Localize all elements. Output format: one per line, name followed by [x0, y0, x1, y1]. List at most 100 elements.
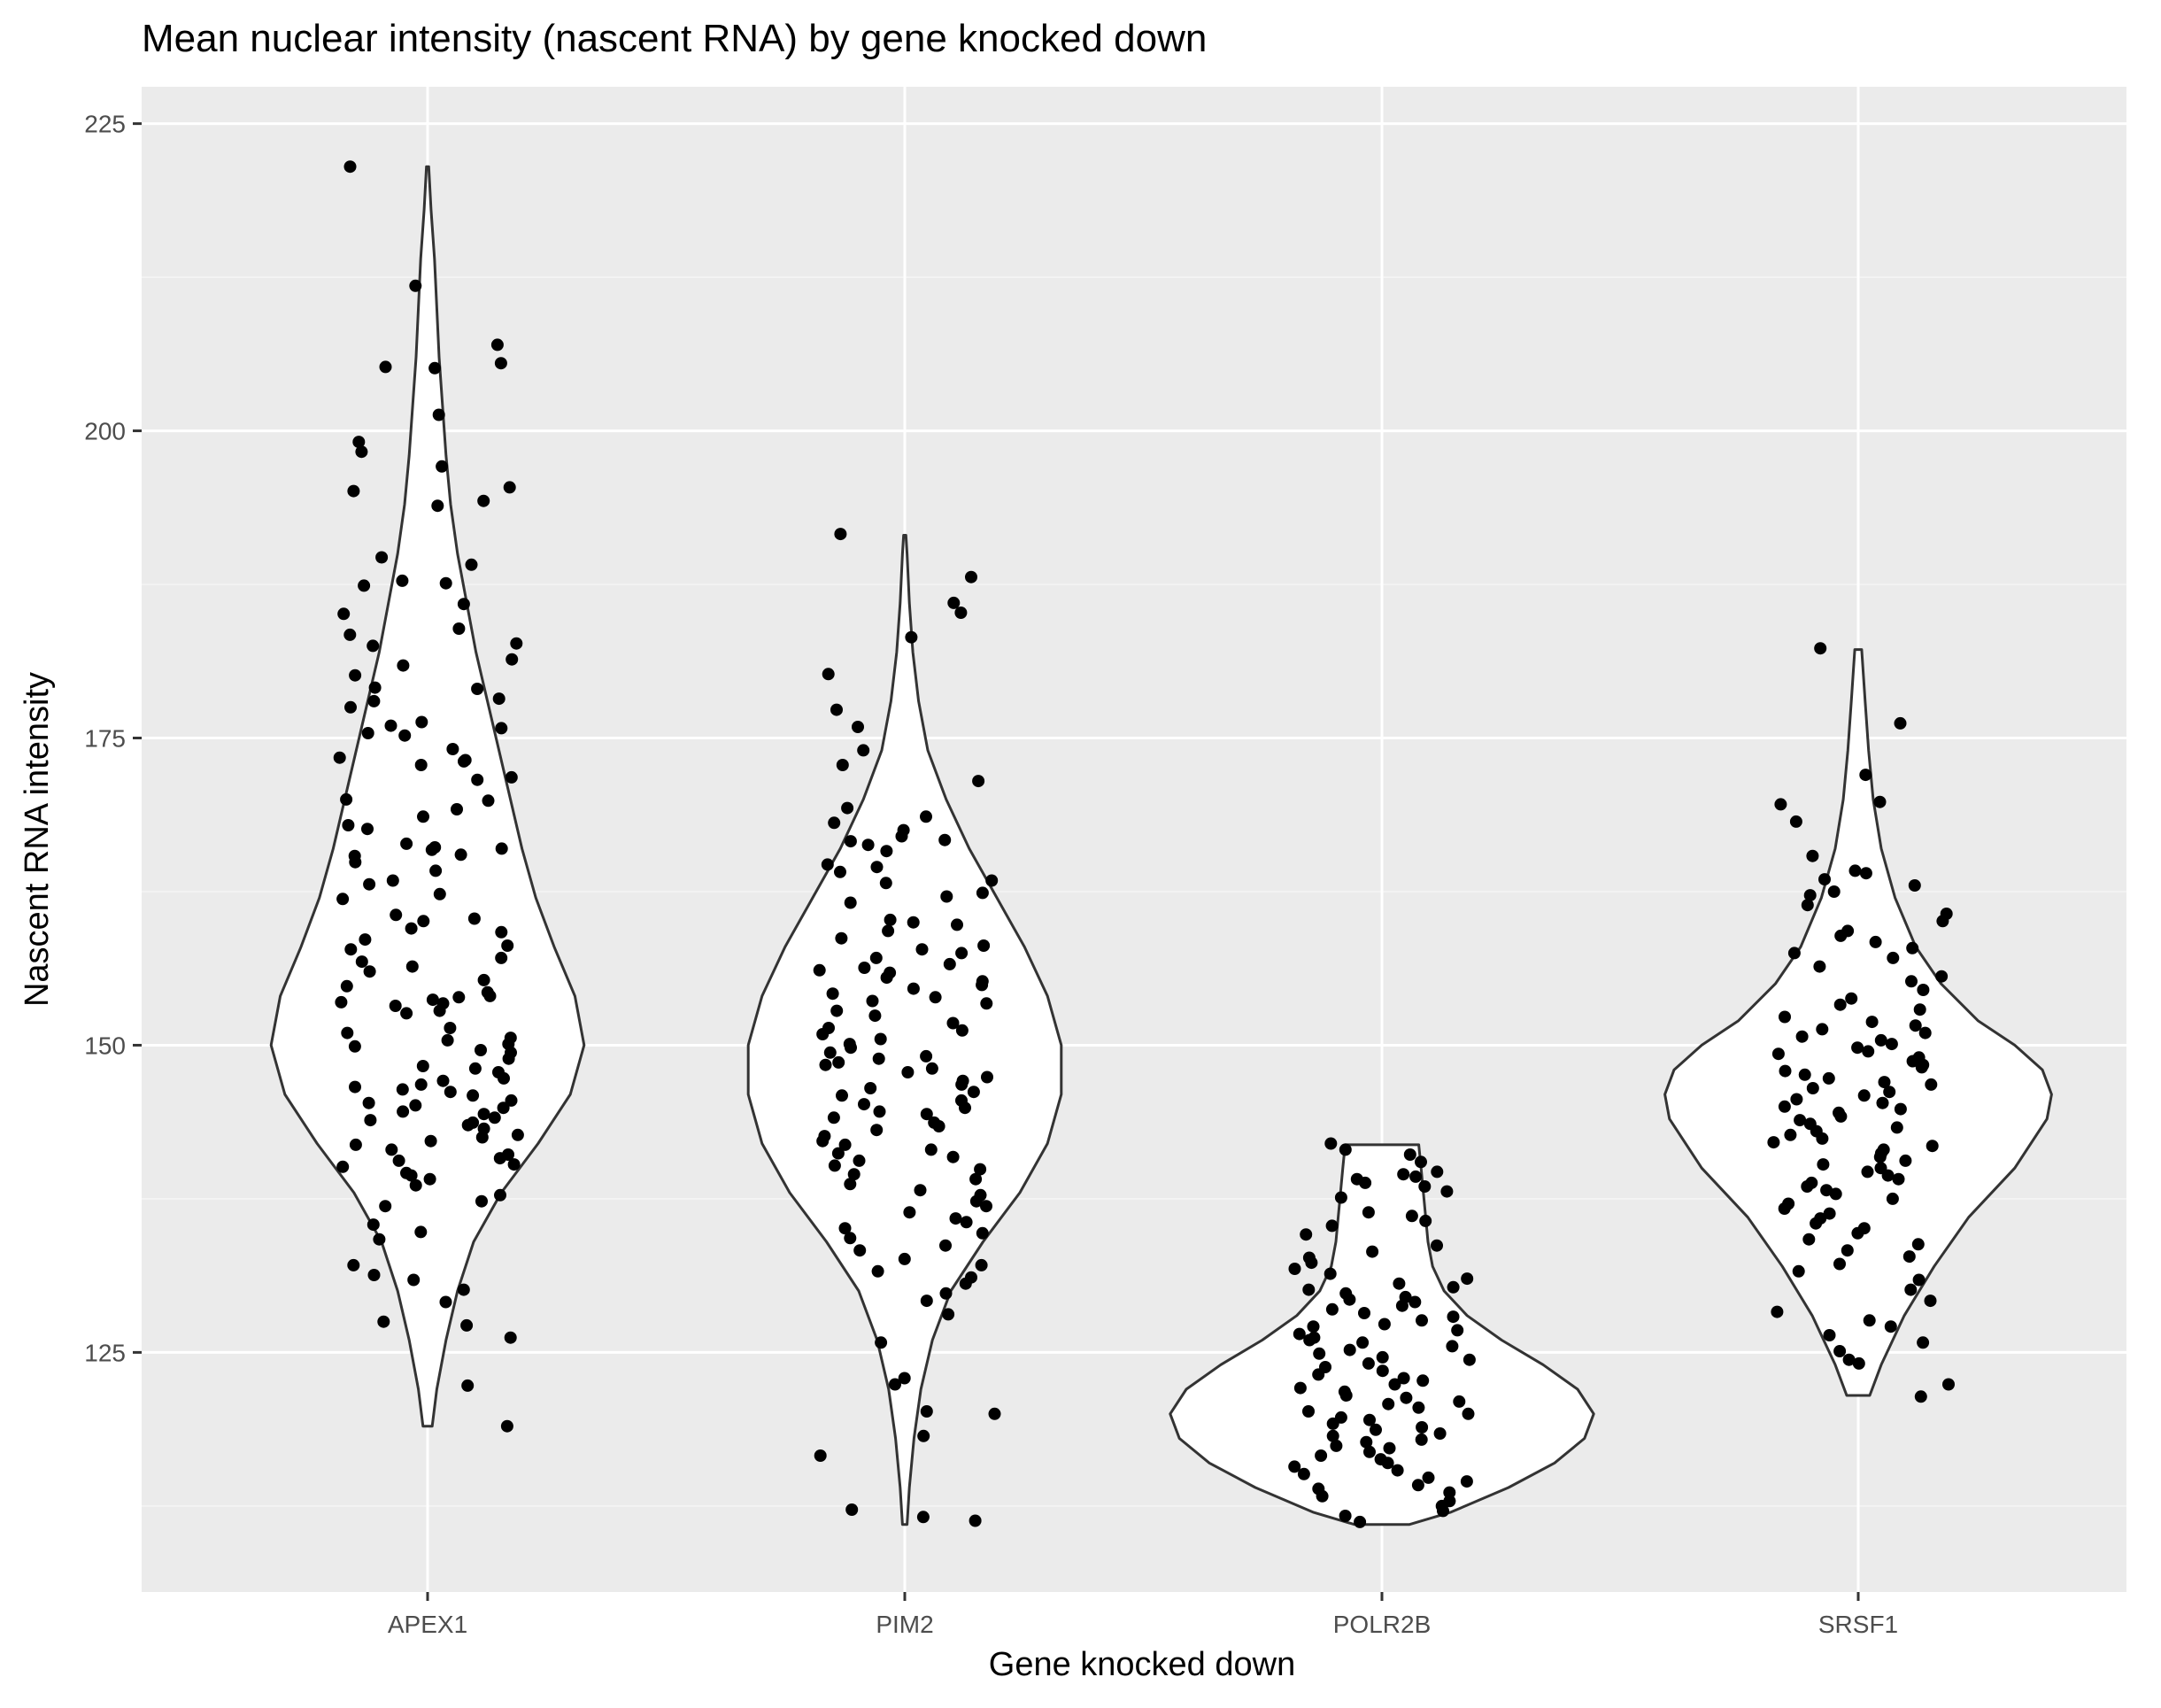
data-point [1829, 1187, 1842, 1201]
data-point [1789, 815, 1802, 828]
data-point [367, 639, 380, 653]
y-tick-label: 225 [84, 111, 126, 138]
data-point [384, 719, 397, 732]
data-point [844, 896, 857, 909]
data-point [1315, 1449, 1328, 1462]
data-point [929, 991, 942, 1004]
data-point [870, 861, 884, 874]
data-point [920, 1405, 933, 1418]
data-point [482, 794, 495, 808]
data-point [864, 1082, 877, 1094]
data-point [901, 1066, 915, 1078]
data-point [976, 886, 989, 900]
data-point [898, 1372, 911, 1385]
data-point [390, 908, 403, 922]
data-point [949, 1212, 962, 1225]
data-point [1303, 1333, 1316, 1347]
data-point [367, 1269, 381, 1281]
x-tick-label: POLR2B [1333, 1611, 1432, 1638]
data-point [870, 1124, 884, 1137]
data-point [1288, 1460, 1301, 1473]
data-point [1288, 1263, 1301, 1275]
data-point [1806, 849, 1819, 862]
data-point [916, 1511, 930, 1524]
x-tick-label: SRSF1 [1818, 1611, 1898, 1638]
data-point [898, 1252, 911, 1265]
data-point [361, 823, 374, 836]
data-point [1859, 769, 1872, 782]
data-point [1905, 975, 1918, 988]
data-point [417, 810, 429, 823]
data-point [905, 630, 918, 644]
x-tick-label: PIM2 [876, 1611, 933, 1638]
data-point [903, 1206, 916, 1219]
data-point [866, 994, 879, 1008]
y-axis: 125 150 175 200 225 [84, 111, 142, 1366]
data-point [361, 727, 374, 739]
data-point [423, 1172, 436, 1186]
jitter-points [333, 160, 1955, 1528]
data-point [436, 460, 449, 473]
data-point [1833, 998, 1847, 1011]
data-point [869, 951, 883, 964]
data-point [969, 1514, 982, 1527]
data-point [1881, 1169, 1895, 1182]
data-point [920, 810, 932, 823]
data-point [343, 628, 357, 641]
data-point [488, 1111, 501, 1124]
data-point [1443, 1486, 1456, 1499]
data-point [1391, 1464, 1404, 1477]
data-point [352, 436, 366, 449]
data-point [505, 770, 518, 784]
data-point [1894, 1102, 1907, 1116]
data-point [1366, 1245, 1379, 1258]
data-point [349, 855, 362, 869]
data-point [914, 1184, 927, 1197]
data-point [861, 839, 875, 852]
data-point [362, 1096, 375, 1109]
data-point [1325, 1219, 1339, 1233]
data-point [857, 744, 870, 757]
data-point [946, 1150, 960, 1163]
data-point [1863, 1314, 1876, 1327]
data-point [1842, 1353, 1856, 1366]
data-point [1806, 1082, 1819, 1094]
data-point [942, 1308, 955, 1321]
data-point [1924, 1295, 1937, 1308]
data-point [415, 715, 428, 729]
data-point [1326, 1417, 1339, 1430]
data-point [1935, 970, 1949, 983]
data-point [1859, 867, 1872, 880]
data-point [1823, 1329, 1836, 1341]
data-point [1422, 1471, 1435, 1484]
data-point [1409, 1295, 1422, 1309]
data-point [1925, 1078, 1938, 1091]
data-point [405, 960, 419, 973]
data-point [511, 1128, 524, 1141]
data-point [1814, 642, 1827, 655]
data-point [1942, 1378, 1955, 1391]
data-point [1462, 1407, 1475, 1420]
data-point [454, 848, 467, 862]
data-point [397, 659, 410, 672]
data-point [1787, 947, 1801, 960]
data-point [428, 361, 442, 375]
data-point [1892, 1172, 1905, 1186]
data-point [1887, 951, 1900, 964]
data-point [1908, 879, 1921, 892]
data-point [1869, 935, 1882, 948]
data-point [980, 997, 993, 1010]
data-point [813, 963, 826, 977]
data-point [858, 1098, 870, 1111]
data-point [875, 1336, 888, 1349]
data-point [495, 925, 508, 939]
data-point [1463, 1353, 1476, 1366]
data-point [1771, 1047, 1785, 1061]
data-point [967, 1086, 980, 1099]
data-point [477, 973, 490, 986]
data-point [363, 965, 376, 978]
data-point [1416, 1421, 1429, 1434]
y-tick-label: 175 [84, 725, 126, 753]
data-point [1343, 1343, 1356, 1356]
data-point [873, 1105, 886, 1118]
